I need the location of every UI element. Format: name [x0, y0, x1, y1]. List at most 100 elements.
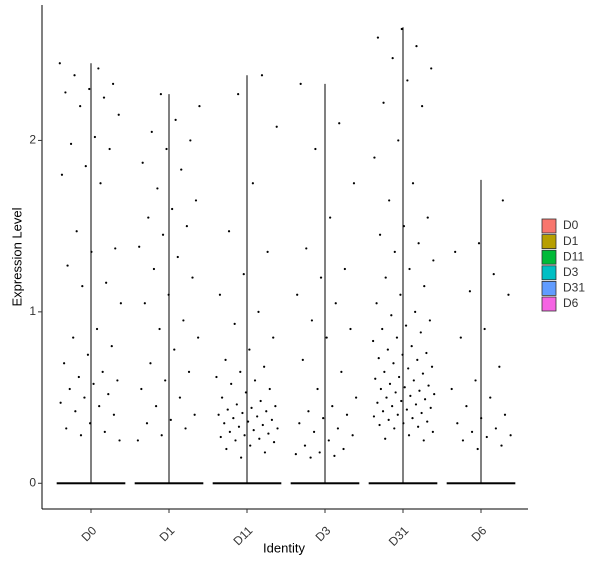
point	[249, 444, 252, 447]
point	[312, 430, 316, 433]
point	[164, 379, 167, 382]
point	[244, 391, 248, 394]
point	[272, 336, 275, 339]
point	[391, 57, 394, 60]
point	[494, 427, 497, 430]
point	[343, 267, 346, 271]
point	[392, 362, 395, 365]
point	[397, 139, 400, 142]
point	[224, 358, 227, 361]
x-tick-label: D6	[469, 523, 490, 544]
point	[423, 398, 427, 401]
point	[483, 327, 486, 331]
point	[485, 435, 488, 439]
x-tick-label: D3	[313, 523, 334, 544]
point	[477, 242, 481, 245]
point	[158, 327, 161, 331]
point	[331, 405, 334, 408]
point	[178, 396, 182, 399]
point	[197, 336, 200, 339]
point	[397, 375, 401, 379]
x-tick-label: D0	[79, 523, 100, 544]
legend-key	[541, 280, 557, 296]
point	[237, 425, 241, 428]
point	[342, 447, 345, 451]
point	[400, 27, 403, 31]
point	[98, 405, 101, 408]
point	[235, 403, 238, 406]
point	[325, 336, 328, 339]
point	[414, 310, 417, 313]
point	[400, 399, 403, 403]
point	[402, 422, 405, 425]
point	[425, 351, 428, 355]
point	[382, 101, 385, 104]
point	[116, 379, 119, 382]
point	[111, 82, 115, 85]
point	[227, 230, 231, 233]
point	[421, 105, 424, 108]
point	[226, 408, 229, 411]
point	[294, 453, 297, 456]
point	[307, 410, 310, 413]
point	[327, 439, 330, 442]
point	[355, 396, 358, 399]
point	[411, 182, 415, 185]
point	[378, 423, 381, 427]
point	[394, 391, 397, 394]
point	[274, 405, 277, 408]
point	[112, 413, 116, 416]
point	[92, 382, 95, 385]
point	[174, 118, 177, 121]
point	[433, 393, 436, 396]
point	[430, 365, 434, 368]
point	[384, 276, 387, 279]
legend-label: D1	[563, 234, 579, 248]
point	[257, 310, 260, 313]
point	[338, 122, 341, 125]
point	[377, 357, 380, 360]
point	[340, 370, 343, 373]
point	[234, 439, 237, 442]
point	[86, 353, 90, 356]
legend-key	[541, 249, 557, 265]
point	[88, 422, 92, 425]
point	[95, 327, 99, 331]
point	[66, 264, 69, 267]
point	[476, 447, 479, 451]
point	[84, 165, 87, 168]
point	[102, 96, 106, 99]
legend-key	[541, 265, 557, 281]
point	[75, 230, 78, 233]
point	[73, 74, 76, 77]
point	[351, 434, 354, 437]
point	[334, 302, 337, 305]
point	[260, 74, 264, 77]
point	[492, 273, 495, 276]
point	[390, 314, 393, 317]
point	[428, 319, 431, 322]
x-tick-label: D11	[231, 523, 256, 548]
point	[411, 417, 414, 420]
point	[402, 225, 406, 228]
point	[118, 439, 121, 442]
point	[305, 247, 308, 250]
legend-key	[541, 234, 557, 250]
point	[239, 370, 242, 373]
point	[388, 199, 391, 202]
point	[154, 405, 158, 408]
point	[318, 451, 321, 454]
point	[275, 125, 278, 128]
point	[418, 389, 421, 392]
point	[404, 324, 408, 327]
point	[352, 182, 356, 185]
point	[180, 168, 183, 171]
point	[187, 370, 191, 373]
point	[140, 387, 143, 391]
point	[218, 293, 222, 296]
point	[459, 336, 462, 339]
point	[319, 276, 323, 279]
point	[417, 425, 420, 428]
point	[431, 430, 434, 433]
point	[336, 427, 340, 430]
